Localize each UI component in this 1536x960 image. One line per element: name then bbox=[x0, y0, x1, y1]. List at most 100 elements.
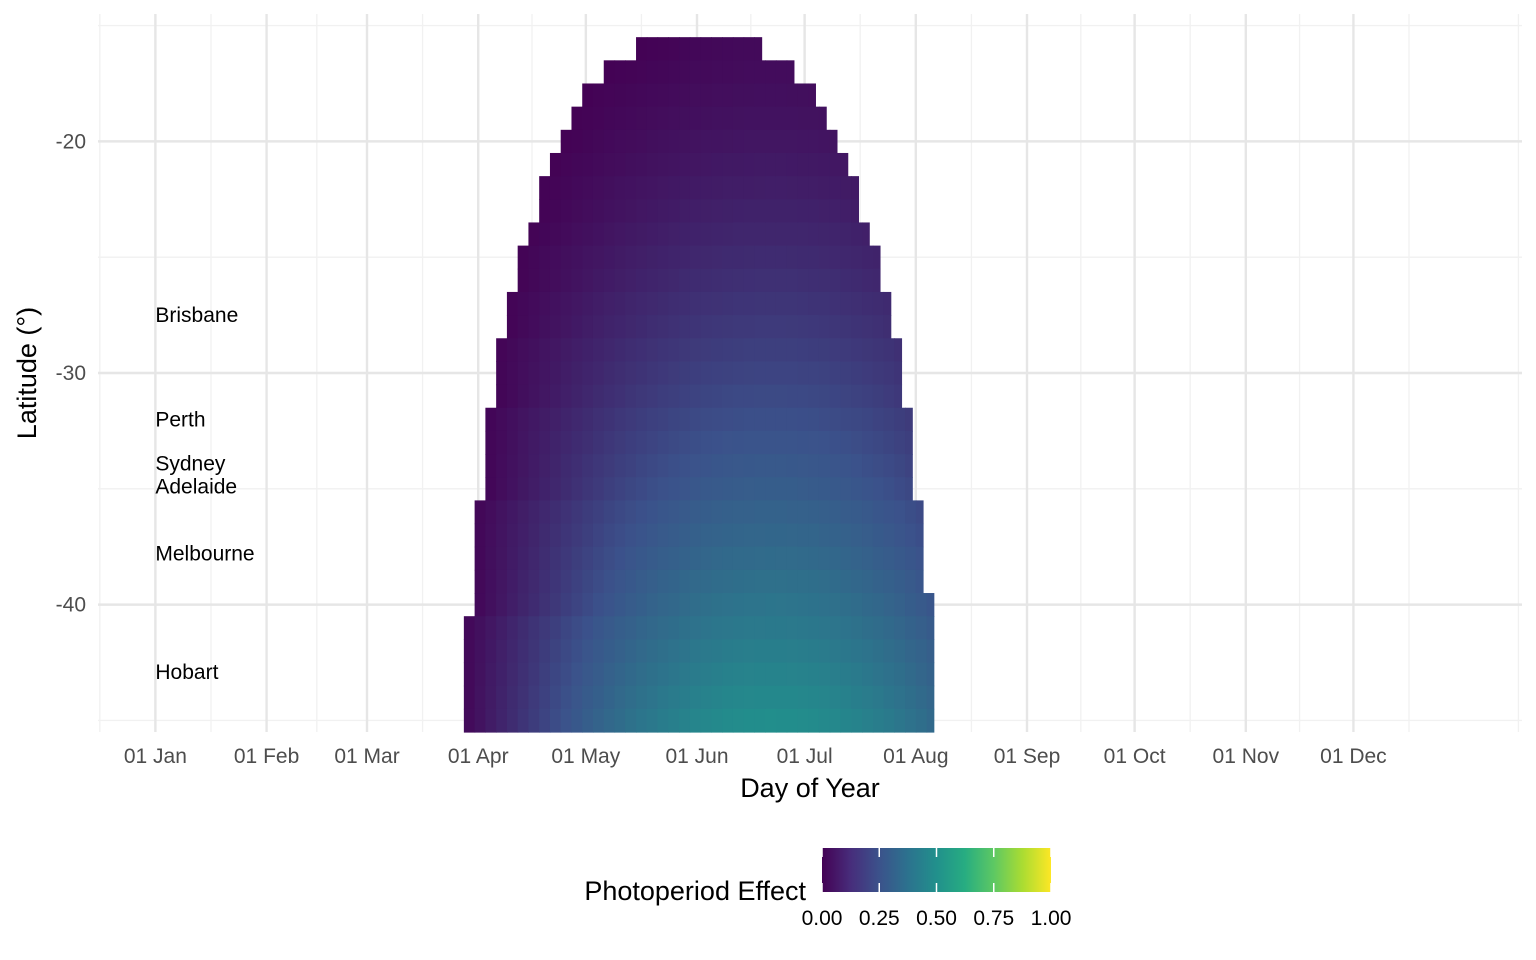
heatmap-tile bbox=[743, 407, 755, 432]
heatmap-tile bbox=[592, 430, 605, 455]
heatmap-tile bbox=[625, 546, 637, 571]
x-tick-label: 01 May bbox=[551, 745, 620, 768]
heatmap-tile bbox=[743, 60, 755, 85]
heatmap-tile bbox=[808, 662, 820, 687]
heatmap-tile bbox=[700, 106, 712, 131]
heatmap-tile bbox=[668, 454, 680, 478]
heatmap-tile bbox=[775, 129, 788, 154]
heatmap-tile bbox=[754, 245, 766, 270]
heatmap-tile bbox=[818, 291, 831, 316]
heatmap-tile bbox=[582, 569, 594, 594]
heatmap-tile bbox=[905, 639, 917, 664]
heatmap-tile bbox=[496, 639, 508, 664]
heatmap-tile bbox=[517, 685, 530, 710]
heatmap-tile bbox=[592, 315, 605, 339]
heatmap-tile bbox=[582, 662, 594, 687]
heatmap-tile bbox=[711, 106, 723, 131]
x-axis-title: Day of Year bbox=[740, 773, 880, 803]
heatmap-tile bbox=[528, 569, 540, 594]
heatmap-tile bbox=[625, 291, 637, 316]
heatmap-tile bbox=[786, 500, 799, 525]
heatmap-tile bbox=[732, 569, 745, 594]
heatmap-tile bbox=[517, 546, 530, 571]
heatmap-tile bbox=[528, 546, 540, 571]
heatmap-tile bbox=[539, 268, 551, 293]
heatmap-tile bbox=[485, 593, 497, 617]
heatmap-tile bbox=[549, 616, 562, 640]
heatmap-tile bbox=[549, 291, 562, 316]
heatmap-tile bbox=[732, 37, 745, 61]
heatmap-tile bbox=[625, 268, 637, 293]
heatmap-tile bbox=[786, 569, 799, 594]
heatmap-tile bbox=[700, 407, 712, 432]
heatmap-tile bbox=[603, 83, 616, 108]
heatmap-tile bbox=[582, 222, 594, 247]
heatmap-tile bbox=[582, 83, 594, 108]
heatmap-tile bbox=[582, 361, 594, 386]
heatmap-tile bbox=[883, 500, 895, 525]
heatmap-tile bbox=[636, 152, 648, 177]
heatmap-tile bbox=[614, 338, 626, 363]
heatmap-tile bbox=[786, 639, 799, 664]
heatmap-tile bbox=[765, 500, 777, 525]
x-tick-label: 01 Jul bbox=[777, 745, 833, 768]
heatmap-tile bbox=[894, 662, 906, 687]
heatmap-tile bbox=[506, 662, 519, 687]
heatmap-tile bbox=[797, 407, 809, 432]
heatmap-tile bbox=[625, 106, 637, 131]
city-labels: DarwinBrisbanePerthSydneyAdelaideMelbour… bbox=[155, 304, 254, 684]
heatmap-tile bbox=[775, 708, 788, 733]
heatmap-tile bbox=[668, 662, 680, 687]
heatmap-tile bbox=[829, 407, 842, 432]
heatmap-tile bbox=[625, 430, 637, 455]
heatmap-tile bbox=[851, 199, 860, 224]
heatmap-tile bbox=[582, 500, 594, 525]
heatmap-tile bbox=[679, 37, 691, 61]
heatmap-tile bbox=[625, 523, 637, 548]
heatmap-tile bbox=[657, 708, 669, 733]
heatmap-tile bbox=[743, 708, 755, 733]
heatmap-tile bbox=[689, 430, 702, 455]
heatmap-tile bbox=[603, 106, 616, 131]
heatmap-tile bbox=[517, 662, 530, 687]
heatmap-tile bbox=[636, 384, 648, 409]
heatmap-tile bbox=[754, 37, 763, 61]
heatmap-tile bbox=[485, 407, 497, 432]
heatmap-tile bbox=[872, 268, 881, 293]
heatmap-tile bbox=[754, 430, 766, 455]
heatmap-tile bbox=[786, 338, 799, 363]
heatmap-tile bbox=[732, 245, 745, 270]
heatmap-tile bbox=[571, 199, 583, 224]
heatmap-tile bbox=[872, 291, 885, 316]
heatmap-tile bbox=[560, 315, 573, 339]
heatmap-tile bbox=[560, 430, 573, 455]
heatmap-tile bbox=[549, 477, 562, 501]
heatmap-tile bbox=[582, 315, 594, 339]
heatmap-tile bbox=[797, 616, 809, 640]
heatmap-tile bbox=[829, 685, 842, 710]
heatmap-tile bbox=[829, 291, 842, 316]
heatmap-tile bbox=[883, 639, 895, 664]
heatmap-tile bbox=[883, 662, 895, 687]
heatmap-tile bbox=[711, 291, 723, 316]
heatmap-tile bbox=[862, 454, 874, 478]
heatmap-tile bbox=[743, 546, 755, 571]
heatmap-tile bbox=[679, 199, 691, 224]
heatmap-tile bbox=[732, 407, 745, 432]
heatmap-tile bbox=[765, 430, 777, 455]
heatmap-tile bbox=[539, 176, 551, 200]
x-tick-label: 01 Apr bbox=[448, 745, 509, 768]
heatmap-tile bbox=[808, 407, 820, 432]
heatmap-tile bbox=[689, 477, 702, 501]
heatmap-tile bbox=[818, 546, 831, 571]
heatmap-tile bbox=[571, 708, 583, 733]
heatmap-tile bbox=[786, 291, 799, 316]
heatmap-tile bbox=[732, 291, 745, 316]
heatmap-tile bbox=[894, 500, 906, 525]
heatmap-tile bbox=[539, 639, 551, 664]
heatmap-tile bbox=[786, 129, 799, 154]
heatmap-tile bbox=[743, 384, 755, 409]
heatmap-tile bbox=[775, 500, 788, 525]
heatmap-tile bbox=[840, 315, 852, 339]
heatmap-tile bbox=[549, 315, 562, 339]
